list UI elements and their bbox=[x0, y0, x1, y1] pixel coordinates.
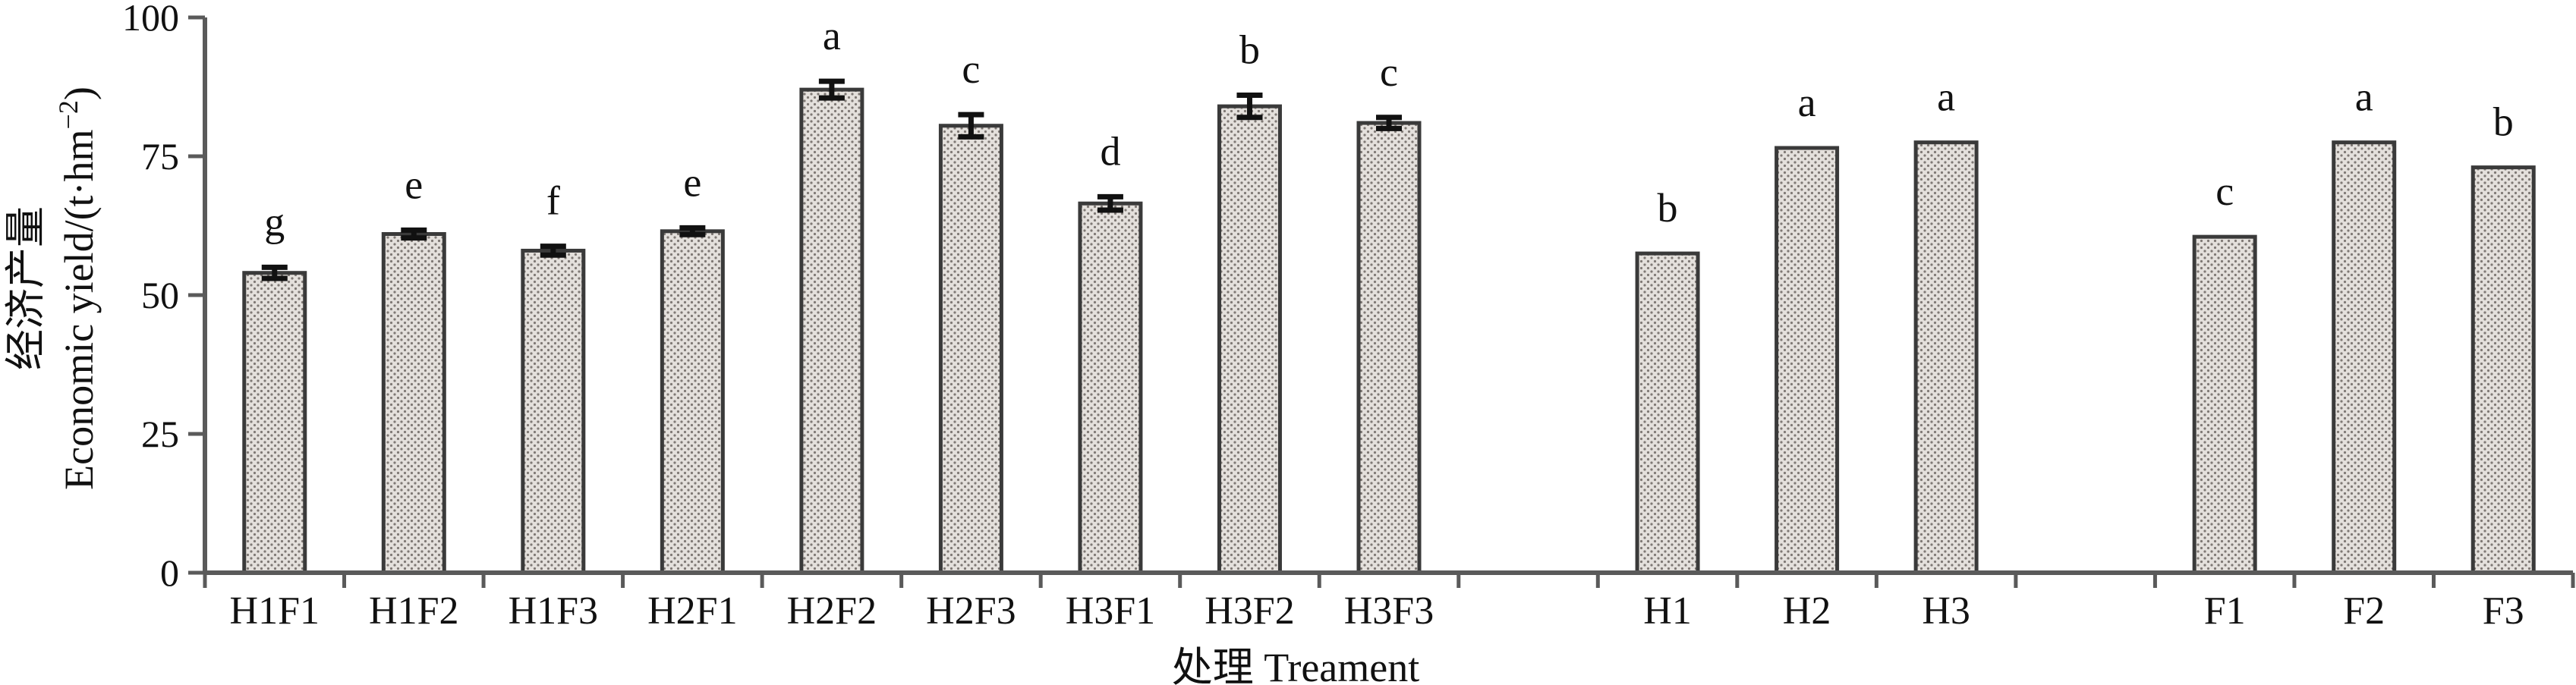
bar-H1 bbox=[1635, 251, 1700, 575]
x-tick-label-F3: F3 bbox=[2483, 589, 2524, 633]
axes-layer bbox=[188, 15, 2575, 588]
y-axis-title-close: ) bbox=[56, 86, 102, 100]
bar-H2 bbox=[1775, 146, 1840, 575]
bar-H3F2 bbox=[1217, 104, 1282, 575]
y-tick-label-25: 25 bbox=[141, 413, 179, 455]
x-tick-label-H1F3: H1F3 bbox=[509, 589, 598, 633]
significance-label-H1F2: e bbox=[405, 162, 423, 207]
significance-label-H3F3: c bbox=[1380, 49, 1398, 95]
bar-F1 bbox=[2192, 234, 2257, 575]
bar-F2 bbox=[2332, 140, 2397, 575]
error-bar-H1F1 bbox=[261, 264, 288, 281]
error-bar-H2F3 bbox=[958, 112, 984, 140]
bar-H2F1 bbox=[660, 229, 725, 575]
error-bar-H3F2 bbox=[1236, 92, 1263, 121]
significance-label-H1F1: g bbox=[264, 199, 285, 244]
significance-label-H2F2: a bbox=[823, 13, 841, 58]
bar-H1F3 bbox=[521, 248, 586, 575]
labels-layer: gH1F1eH1F2fH1F3eH2F1aH2F2cH2F3dH3F1bH3F2… bbox=[122, 0, 2524, 633]
y-axis-title-cn: 经济产量 bbox=[3, 206, 49, 370]
significance-label-F2: a bbox=[2355, 74, 2373, 120]
y-axis-title-unit-sup: −2 bbox=[53, 100, 83, 129]
bar-H1F2 bbox=[381, 231, 446, 575]
y-tick-label-0: 0 bbox=[160, 551, 179, 594]
x-tick-label-H2F2: H2F2 bbox=[787, 589, 877, 633]
significance-label-H2F1: e bbox=[683, 159, 701, 205]
error-bar-H3F3 bbox=[1376, 115, 1402, 131]
significance-label-H3F2: b bbox=[1239, 27, 1260, 72]
y-axis-title-en: Economic yield/(t·hm−2) bbox=[53, 86, 102, 490]
bar-H1F1 bbox=[242, 271, 307, 575]
x-tick-label-H3F1: H3F1 bbox=[1066, 589, 1155, 633]
x-tick-label-H1F1: H1F1 bbox=[230, 589, 320, 633]
significance-label-H3F1: d bbox=[1100, 128, 1120, 174]
bar-H3 bbox=[1913, 140, 1979, 575]
x-tick-label-H2F1: H2F1 bbox=[647, 589, 737, 633]
y-axis-title-en-main: Economic yield/(t·hm bbox=[56, 129, 102, 489]
significance-label-F3: b bbox=[2493, 99, 2514, 145]
x-tick-label-H3: H3 bbox=[1922, 589, 1970, 633]
significance-label-H1: b bbox=[1658, 185, 1678, 231]
significance-label-H3: a bbox=[1937, 74, 1955, 120]
y-tick-label-100: 100 bbox=[122, 0, 179, 39]
significance-label-H1F3: f bbox=[546, 178, 560, 224]
error-bar-H1F3 bbox=[540, 244, 566, 258]
x-tick-label-F1: F1 bbox=[2204, 589, 2246, 633]
x-tick-label-H1: H1 bbox=[1643, 589, 1692, 633]
significance-label-H2F3: c bbox=[962, 46, 980, 92]
x-tick-label-H3F2: H3F2 bbox=[1205, 589, 1294, 633]
bars-layer bbox=[242, 78, 2536, 575]
bar-H3F1 bbox=[1078, 201, 1143, 575]
significance-label-H2: a bbox=[1798, 80, 1816, 125]
bar-H2F2 bbox=[799, 87, 864, 575]
significance-label-F1: c bbox=[2215, 168, 2234, 214]
x-tick-label-H3F3: H3F3 bbox=[1344, 589, 1434, 633]
x-tick-label-H2F3: H2F3 bbox=[926, 589, 1016, 633]
x-tick-label-H1F2: H1F2 bbox=[369, 589, 458, 633]
error-bar-H1F2 bbox=[401, 227, 427, 241]
x-tick-label-H2: H2 bbox=[1783, 589, 1831, 633]
x-axis-title: 处理 Treament bbox=[1172, 645, 1419, 685]
error-bar-H3F1 bbox=[1097, 193, 1123, 213]
error-bar-H2F1 bbox=[679, 225, 706, 237]
y-tick-label-75: 75 bbox=[141, 135, 179, 178]
bar-H2F3 bbox=[938, 124, 1003, 575]
y-axis-title: 经济产量 Economic yield/(t·hm−2) bbox=[3, 86, 102, 490]
bar-H3F3 bbox=[1356, 121, 1422, 575]
y-tick-label-50: 50 bbox=[141, 274, 179, 316]
bar-F3 bbox=[2471, 165, 2536, 575]
x-tick-label-F2: F2 bbox=[2343, 589, 2385, 633]
error-bar-H2F2 bbox=[818, 78, 845, 101]
